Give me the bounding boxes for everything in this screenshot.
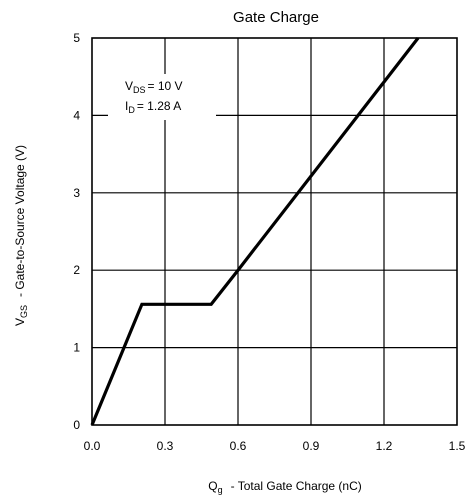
x-tick-label: 0.3 <box>157 439 174 453</box>
x-tick-label: 0.9 <box>303 439 320 453</box>
y-tick-label: 2 <box>73 263 80 277</box>
y-tick-label: 3 <box>73 186 80 200</box>
series-layer <box>90 37 420 426</box>
x-tick-label: 1.5 <box>449 439 466 453</box>
x-tick-label: 1.2 <box>376 439 393 453</box>
annotation-background <box>108 74 216 120</box>
plot-frame <box>91 37 458 426</box>
annotation-id: ID = 1.28 A <box>125 99 181 115</box>
x-tick-label: 0.6 <box>230 439 247 453</box>
x-tick-label: 0.0 <box>84 439 101 453</box>
series-line <box>90 37 420 426</box>
x-tick-labels: 0.0 0.3 0.6 0.9 1.2 1.5 <box>84 439 466 453</box>
grid-lines <box>92 38 457 425</box>
y-tick-label: 4 <box>73 108 80 122</box>
y-tick-labels: 0 1 2 3 4 5 <box>73 31 80 432</box>
y-tick-label: 5 <box>73 31 80 45</box>
chart-title: Gate Charge <box>233 9 319 26</box>
y-tick-label: 0 <box>73 418 80 432</box>
annotation-vds: VDS = 10 V <box>125 79 183 95</box>
y-axis-label: VGS- Gate-to-Source Voltage (V) <box>13 145 29 326</box>
x-axis-label: Qg - Total Gate Charge (nC) <box>208 479 362 495</box>
annotation-box: VDS = 10 V ID = 1.28 A <box>108 74 216 120</box>
y-tick-label: 1 <box>73 341 80 355</box>
